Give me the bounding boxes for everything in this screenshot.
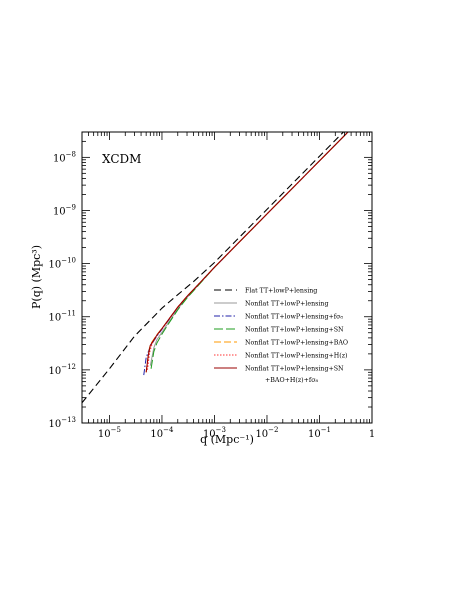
ticks-layer: 10−5 10−4 10−3 10−2 10−1 110−1310−1210−1110−1… <box>48 131 375 440</box>
x-axis-label: q (Mpc⁻¹) <box>200 433 254 446</box>
legend-label-3: Nonflat TT+lowP+lensing+fσ₈ <box>245 313 343 320</box>
panel-label: XCDM <box>102 152 141 166</box>
y-tick-label: 10−9 <box>53 203 76 217</box>
legend-extra-line: +BAO+H(z)+fσ₈ <box>265 377 319 384</box>
y-tick-label: 10−8 <box>53 150 76 164</box>
x-tick-label: 10−4 <box>150 426 174 440</box>
y-tick-label: 10−10 <box>48 257 76 271</box>
series-line-1 <box>82 132 345 404</box>
x-tick-label: 10−3 <box>203 426 226 440</box>
x-tick-label: 1 <box>369 429 375 440</box>
legend-label-4: Nonflat TT+lowP+lensing+SN <box>245 326 344 333</box>
y-tick-label: 10−12 <box>48 363 76 377</box>
x-tick-label: 10−2 <box>255 426 278 440</box>
legend: Flat TT+lowP+lensing Nonflat TT+lowP+lens… <box>214 287 348 384</box>
legend-label-6: Nonflat TT+lowP+lensing+H(z) <box>245 352 347 359</box>
x-tick-label: 10−5 <box>98 426 121 440</box>
y-tick-label: 10−13 <box>48 416 76 430</box>
x-tick-label: 10−1 <box>308 426 331 440</box>
legend-label-1: Flat TT+lowP+lensing <box>245 287 317 294</box>
legend-label-2: Nonflat TT+lowP+lensing <box>245 300 328 307</box>
plot-frame <box>81 131 373 424</box>
y-tick-label: 10−11 <box>48 310 76 324</box>
y-axis-label: P(q) (Mpc³) <box>30 245 43 309</box>
legend-label-7: Nonflat TT+lowP+lensing+SN <box>245 365 344 372</box>
series-layer <box>82 132 349 404</box>
legend-label-5: Nonflat TT+lowP+lensing+BAO <box>245 339 348 346</box>
series-line-7 <box>145 132 349 373</box>
